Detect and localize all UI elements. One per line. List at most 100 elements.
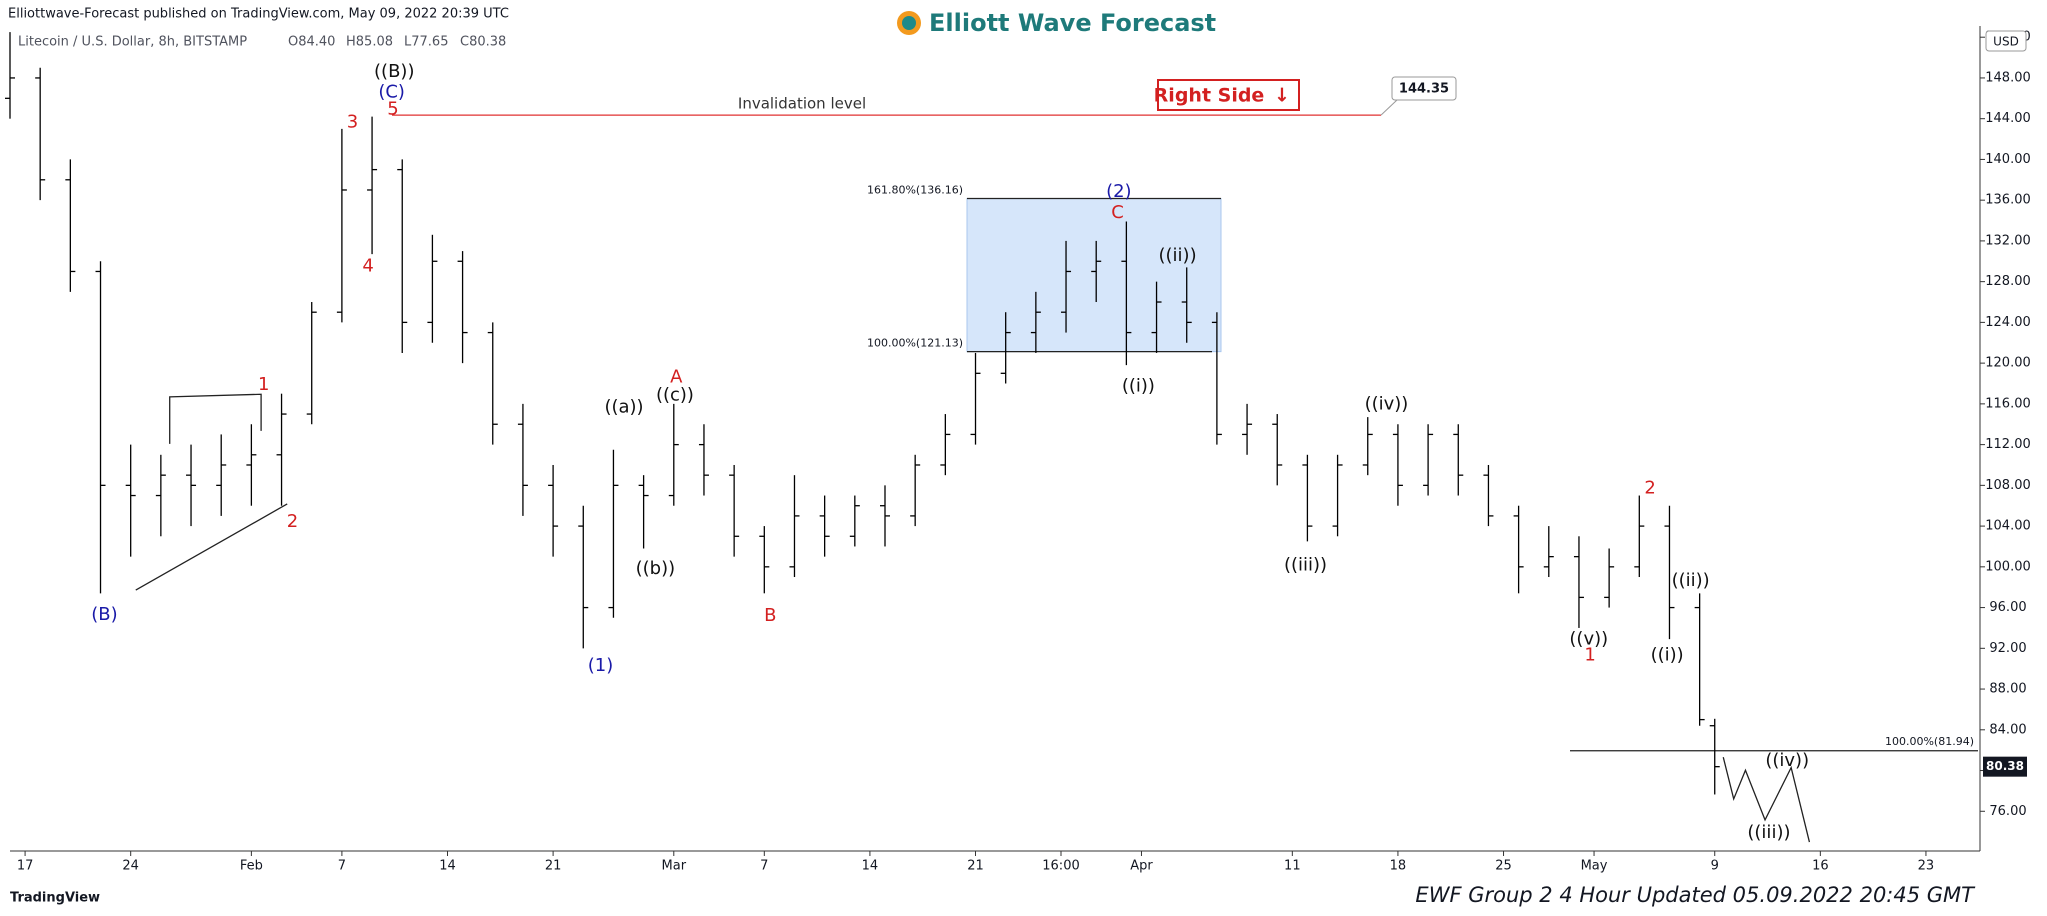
currency-box: USD: [1985, 30, 2027, 52]
wedge-top: [169, 393, 262, 444]
ohlc-bar: [397, 159, 408, 353]
ohlc-bar: [1211, 312, 1222, 445]
x-tick-label: 17: [17, 859, 34, 874]
ohlc-low: L77.65: [404, 35, 448, 50]
x-tick-label: 14: [439, 859, 456, 874]
ohlc-bar: [276, 393, 287, 506]
ohlc-bar: [1030, 291, 1041, 353]
ohlc-bar: [548, 464, 559, 557]
wave-label: ((iv)): [1765, 750, 1809, 771]
y-tick-label: 144.00: [1985, 111, 2031, 126]
ohlc-bar: [517, 403, 528, 516]
platform-label: TradingView: [10, 891, 100, 906]
ohlc-bar: [608, 449, 619, 618]
ohlc-bar: [1543, 526, 1554, 578]
ohlc-close: C80.38: [460, 35, 506, 50]
wave-label: 4: [362, 255, 373, 276]
ohlc-bar: [1151, 281, 1162, 353]
ohlc-bar: [216, 434, 227, 516]
ohlc-bar: [246, 424, 257, 506]
logo-mark-inner: [902, 16, 916, 30]
note-text: Right Side: [1154, 85, 1265, 107]
ohlc-bar: [729, 464, 740, 557]
ohlc-bar: [638, 475, 649, 549]
ohlc-bar: [427, 234, 438, 343]
published-note: Elliottwave-Forecast published on Tradin…: [8, 7, 509, 22]
ohlc-bar: [698, 424, 709, 496]
ohlc-bar: [1453, 424, 1464, 496]
brand-logo: Elliott Wave Forecast: [897, 9, 1216, 37]
wave-label: ((a)): [604, 396, 643, 417]
symbol-legend: Litecoin / U.S. Dollar, 8h, BITSTAMP O84…: [18, 35, 506, 50]
ohlc-bar: [879, 485, 890, 547]
wave-label: (C): [378, 82, 405, 103]
wave-label: B: [764, 605, 776, 626]
x-tick-label: 24: [122, 859, 139, 874]
wave-label: 2: [1644, 477, 1655, 498]
y-tick-label: 148.00: [1985, 70, 2031, 85]
last-price-bg: [1983, 756, 2027, 777]
x-tick-label: 16:00: [1042, 859, 1079, 874]
wave-label: A: [670, 366, 683, 387]
ohlc-bar: [1604, 548, 1615, 608]
ohlc-bar: [186, 444, 197, 527]
ohlc-bar: [910, 454, 921, 527]
x-tick-label: May: [1581, 859, 1608, 874]
projection: [1722, 757, 1811, 843]
wave-label: ((iii)): [1747, 822, 1790, 843]
y-tick-label: 116.00: [1985, 396, 2031, 411]
ohlc-bar: [1181, 267, 1192, 343]
ohlc-bar: [155, 454, 166, 537]
x-tick-label: 18: [1390, 859, 1407, 874]
y-tick-label: 88.00: [1989, 682, 2026, 697]
x-tick-label: 23: [1918, 859, 1935, 874]
ohlc-bar: [1121, 221, 1132, 366]
ohlc-bar: [819, 495, 830, 557]
wave-label: ((i)): [1122, 375, 1155, 396]
ohlc-bar: [35, 67, 46, 201]
fib-zone: [966, 198, 1222, 353]
ohlc-bar: [457, 251, 468, 364]
level-label: 161.80%(136.16): [867, 184, 963, 197]
wave-label: (2): [1106, 181, 1132, 202]
y-tick-label: 112.00: [1985, 437, 2031, 452]
last-price-label: 80.38: [1986, 759, 2024, 773]
y-tick-label: 128.00: [1985, 274, 2031, 289]
wave-label: 1: [258, 374, 269, 395]
wave-label: 2: [287, 511, 298, 532]
x-tick-label: 25: [1495, 859, 1512, 874]
note-arrow: ↓: [1274, 85, 1290, 107]
currency-bg: [1985, 30, 2027, 52]
wedge-bottom: [135, 503, 288, 591]
note-box: [1157, 79, 1300, 111]
wave-label: 3: [347, 112, 358, 133]
ohlc-bar: [1392, 424, 1403, 506]
wave-label: ((ii)): [1672, 570, 1710, 591]
ohlc-bar: [125, 444, 136, 557]
wave-label: 5: [387, 99, 398, 120]
ohlc-bar: [95, 261, 106, 594]
ohlc-bar: [1272, 414, 1283, 486]
y-tick-label: 140.00: [1985, 152, 2031, 167]
y-tick-label: 108.00: [1985, 478, 2031, 493]
ohlc-bar: [1694, 593, 1705, 726]
wave-label: (B): [91, 604, 117, 625]
ohlc-open: O84.40: [288, 35, 335, 50]
y-tick-label: 96.00: [1989, 600, 2026, 615]
level-label: 100.00%(81.94): [1885, 735, 1974, 748]
footer-note: EWF Group 2 4 Hour Updated 05.09.2022 20…: [1415, 883, 1976, 907]
ohlc-bar: [1332, 454, 1343, 537]
ohlc-bar: [849, 495, 860, 547]
ohlc-bar: [970, 352, 981, 445]
x-tick-label: 14: [862, 859, 879, 874]
x-tick-label: 9: [1711, 859, 1719, 874]
wave-label: C: [1111, 202, 1124, 223]
ohlc-bar: [1573, 536, 1584, 628]
y-tick-label: 136.00: [1985, 193, 2031, 208]
ohlc-bar: [789, 475, 800, 578]
ohlc-bar: [940, 414, 951, 476]
ohlc-bar: [306, 302, 317, 425]
level-label: Invalidation level: [738, 95, 866, 113]
ohlc-bar: [1709, 718, 1720, 795]
